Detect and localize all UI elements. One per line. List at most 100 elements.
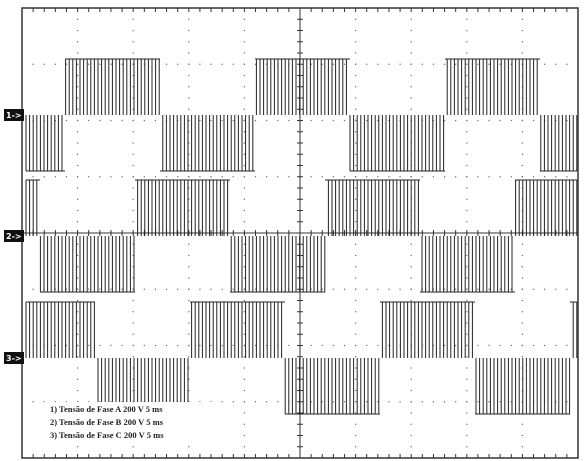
grid-dot (244, 210, 245, 211)
grid-dot (188, 41, 189, 42)
grid-dot (133, 199, 134, 200)
grid-dot (366, 176, 367, 177)
grid-dot (188, 356, 189, 357)
grid-dot (344, 176, 345, 177)
grid-dot (466, 289, 467, 290)
grid-dot (110, 176, 111, 177)
grid-dot (188, 446, 189, 447)
grid-dot (133, 120, 134, 121)
grid-dot (77, 41, 78, 42)
grid-dot (77, 97, 78, 98)
grid-dot (411, 176, 412, 177)
grid-dot (188, 255, 189, 256)
grid-dot (77, 19, 78, 20)
grid-dot (500, 401, 501, 402)
grid-dot (33, 64, 34, 65)
grid-dot (355, 142, 356, 143)
grid-dot (133, 19, 134, 20)
grid-dot (77, 446, 78, 447)
grid-dot (533, 120, 534, 121)
grid-dot (466, 424, 467, 425)
grid-dot (377, 120, 378, 121)
grid-dot (244, 412, 245, 413)
grid-dot (466, 52, 467, 53)
grid-dot (222, 120, 223, 121)
grid-dot (244, 424, 245, 425)
grid-dot (210, 289, 211, 290)
grid-dot (388, 289, 389, 290)
grid-dot (344, 64, 345, 65)
grid-dot (333, 64, 334, 65)
grid-dot (244, 131, 245, 132)
grid-dot (444, 120, 445, 121)
marker-label: 3-> (6, 354, 22, 363)
grid-dot (522, 356, 523, 357)
grid-dot (44, 64, 45, 65)
grid-dot (411, 19, 412, 20)
grid-dot (121, 345, 122, 346)
grid-dot (355, 19, 356, 20)
grid-dot (288, 345, 289, 346)
grid-dot (433, 64, 434, 65)
grid-dot (522, 41, 523, 42)
grid-dot (244, 266, 245, 267)
grid-dot (399, 401, 400, 402)
grid-dot (411, 435, 412, 436)
grid-dot (244, 165, 245, 166)
grid-dot (199, 289, 200, 290)
grid-dot (33, 289, 34, 290)
grid-dot (99, 64, 100, 65)
grid-dot (244, 446, 245, 447)
grid-dot (466, 109, 467, 110)
grid-dot (88, 120, 89, 121)
grid-dot (355, 322, 356, 323)
grid-dot (77, 255, 78, 256)
grid-dot (466, 401, 467, 402)
grid-dot (222, 401, 223, 402)
grid-dot (155, 120, 156, 121)
grid-dot (377, 289, 378, 290)
grid-dot (77, 345, 78, 346)
grid-dot (188, 30, 189, 31)
grid-dot (466, 131, 467, 132)
grid-dot (55, 64, 56, 65)
grid-dot (455, 289, 456, 290)
grid-dot (188, 311, 189, 312)
grid-dot (133, 142, 134, 143)
grid-dot (266, 120, 267, 121)
grid-dot (222, 176, 223, 177)
grid-dot (133, 210, 134, 211)
grid-dot (244, 75, 245, 76)
grid-dot (77, 266, 78, 267)
grid-dot (77, 311, 78, 312)
grid-dot (77, 109, 78, 110)
grid-dot (466, 210, 467, 211)
grid-dot (566, 345, 567, 346)
grid-dot (244, 41, 245, 42)
grid-dot (233, 401, 234, 402)
grid-dot (466, 356, 467, 357)
grid-dot (544, 289, 545, 290)
grid-dot (255, 120, 256, 121)
grid-dot (188, 289, 189, 290)
grid-dot (522, 30, 523, 31)
grid-dot (110, 64, 111, 65)
grid-dot (188, 109, 189, 110)
grid-dot (355, 311, 356, 312)
grid-dot (133, 176, 134, 177)
grid-dot (121, 176, 122, 177)
grid-dot (466, 266, 467, 267)
grid-dot (377, 64, 378, 65)
grid-dot (244, 401, 245, 402)
grid-dot (133, 345, 134, 346)
grid-dot (466, 30, 467, 31)
grid-dot (511, 120, 512, 121)
grid-dot (355, 244, 356, 245)
grid-dot (77, 244, 78, 245)
grid-dot (411, 97, 412, 98)
grid-dot (444, 64, 445, 65)
grid-dot (355, 446, 356, 447)
grid-dot (544, 176, 545, 177)
grid-dot (422, 401, 423, 402)
grid-dot (77, 154, 78, 155)
